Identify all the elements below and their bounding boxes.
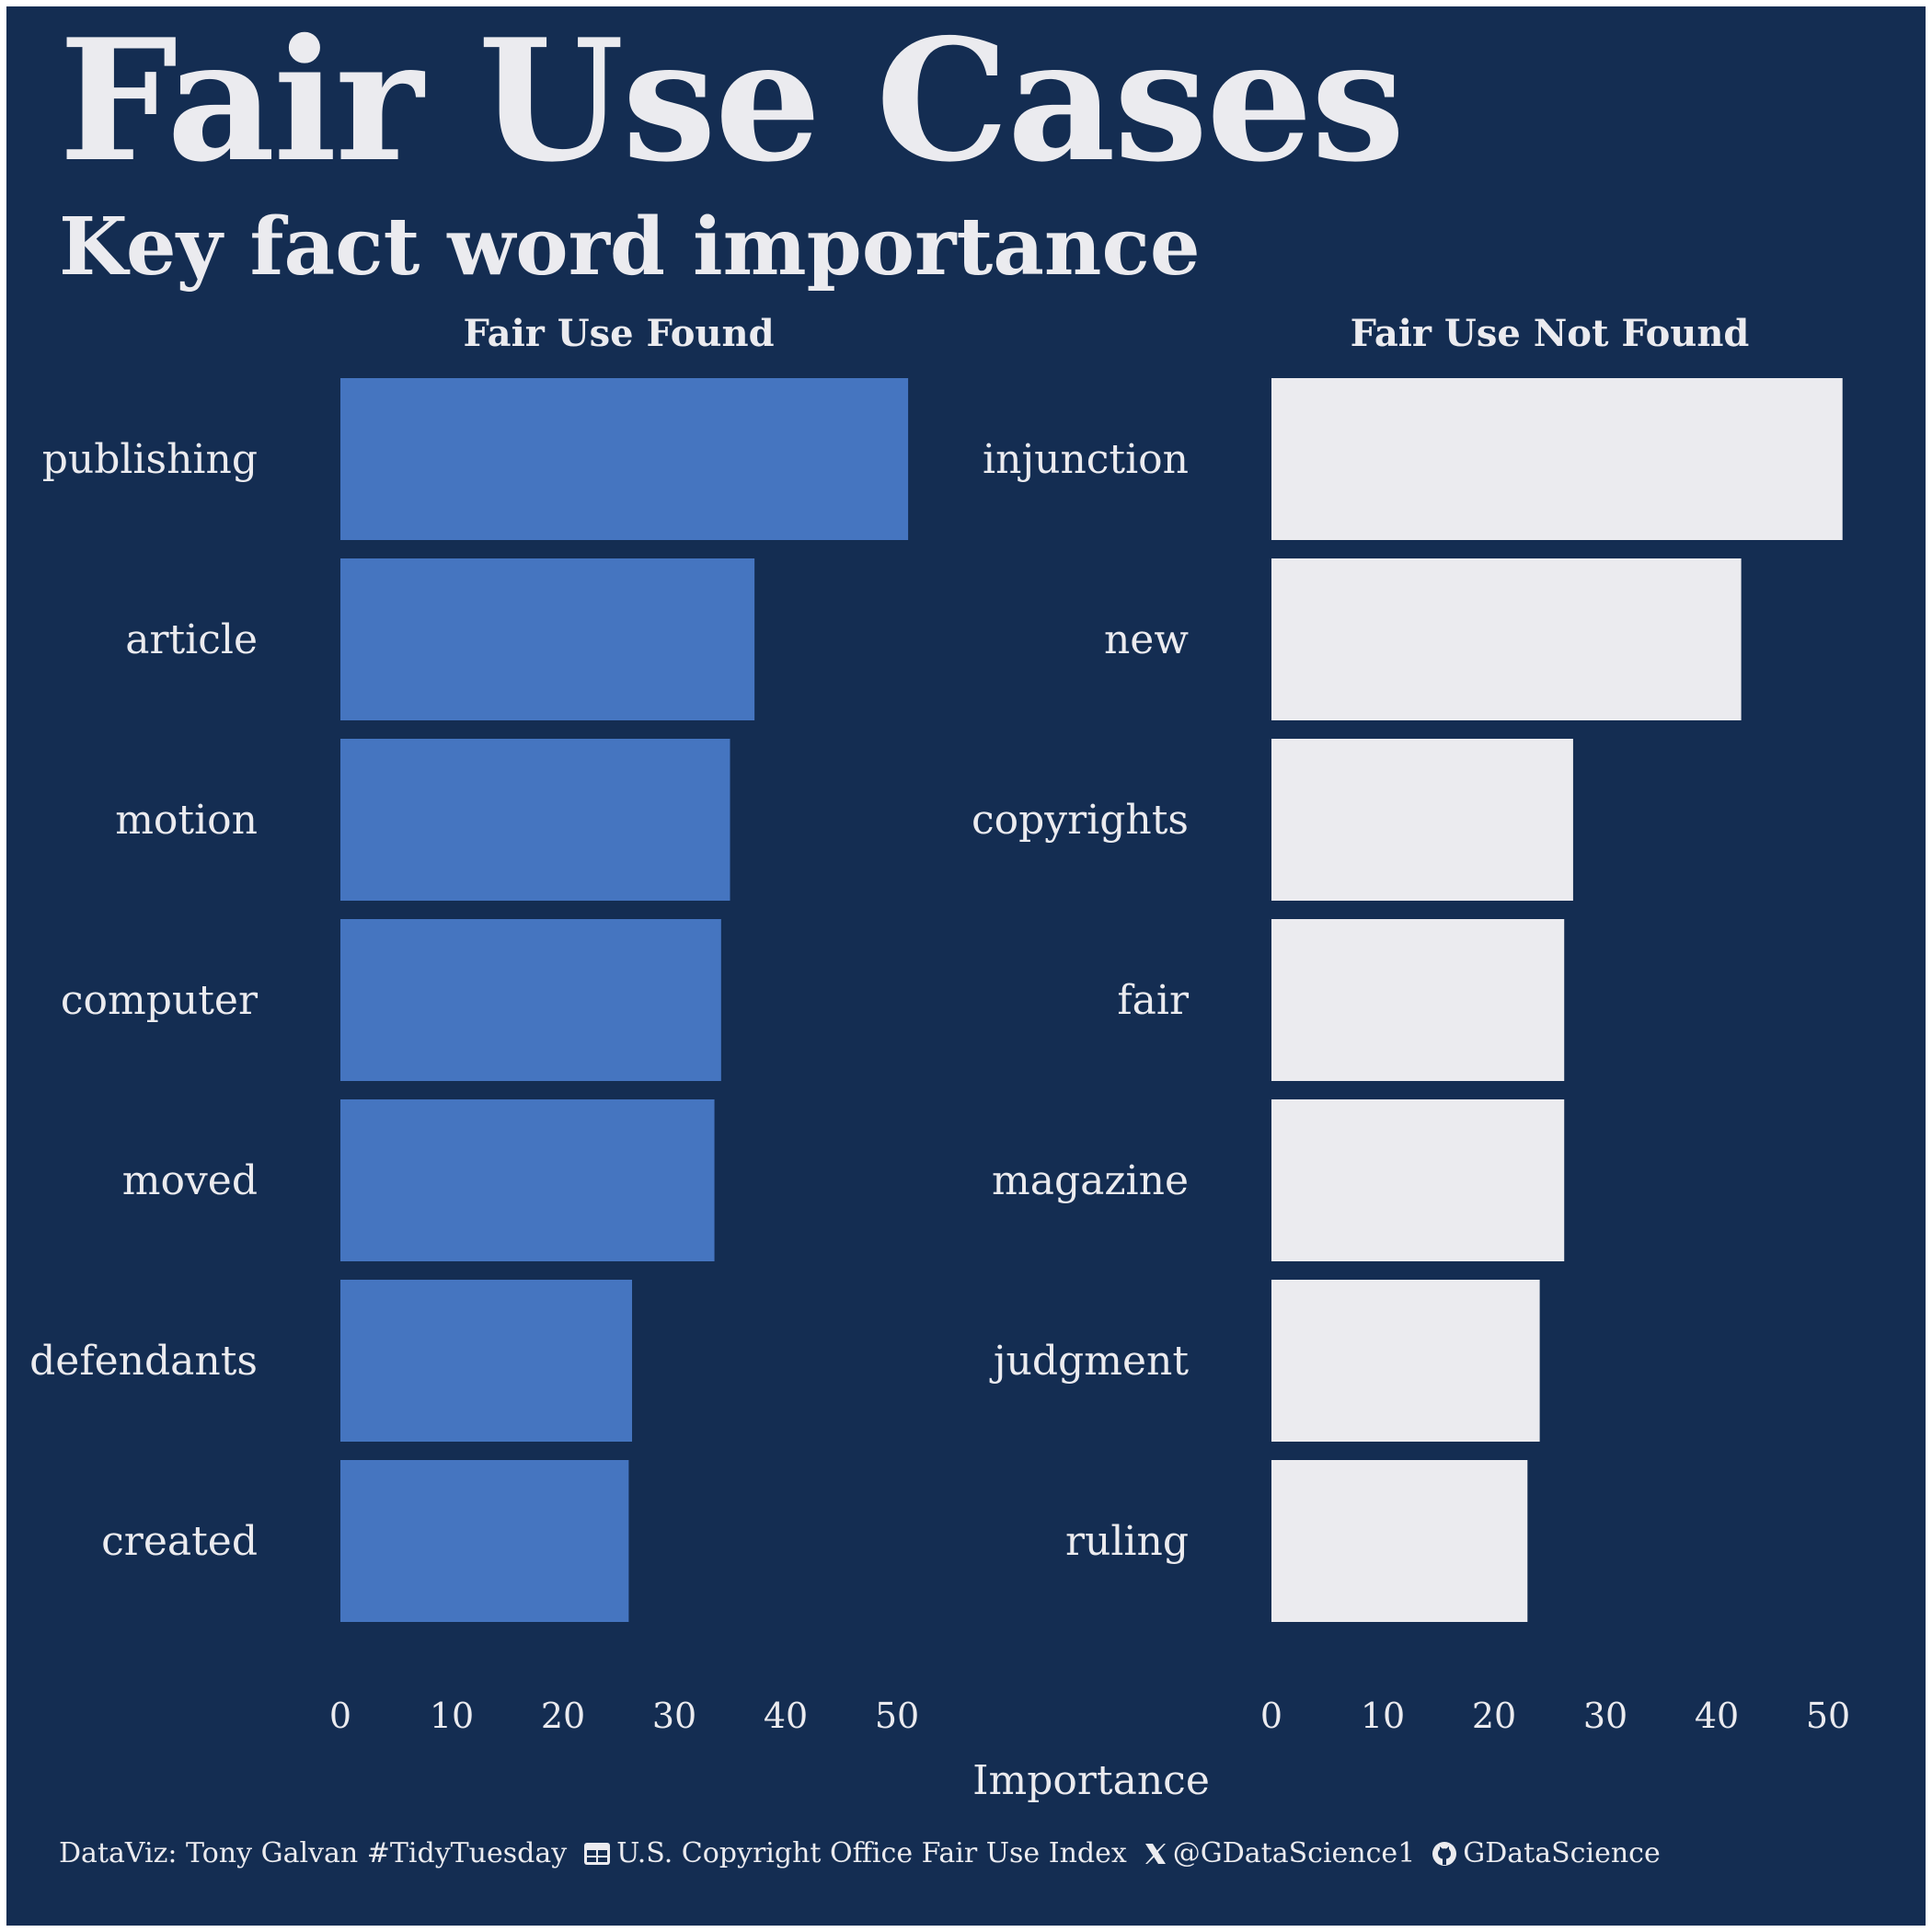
bar-ruling: [1271, 1460, 1528, 1622]
category-label-moved: moved: [122, 1157, 258, 1204]
category-label-fair: fair: [1117, 977, 1190, 1024]
category-label-computer: computer: [61, 977, 259, 1024]
facet-title-not-found: Fair Use Not Found: [1351, 312, 1750, 355]
bar-moved: [340, 1099, 715, 1261]
bar-fair: [1271, 919, 1565, 1081]
caption-twitter: @GDataScience1: [1172, 1837, 1416, 1869]
facet-title-found: Fair Use Found: [463, 312, 774, 355]
caption-source: U.S. Copyright Office Fair Use Index: [616, 1837, 1127, 1869]
bar-article: [340, 558, 755, 720]
caption-credit: DataViz: Tony Galvan #TidyTuesday: [59, 1837, 568, 1869]
bar-judgment: [1271, 1280, 1540, 1442]
x-logo-icon: [1144, 1842, 1167, 1866]
github-icon: [1432, 1841, 1457, 1867]
bar-copyrights: [1271, 739, 1573, 901]
category-label-judgment: judgment: [989, 1338, 1189, 1385]
x-tick-label: 0: [329, 1696, 351, 1736]
bar-defendants: [340, 1280, 633, 1442]
x-tick-label: 0: [1260, 1696, 1282, 1736]
x-tick-label: 30: [652, 1696, 696, 1736]
category-label-ruling: ruling: [1065, 1518, 1189, 1565]
category-label-injunction: injunction: [983, 436, 1189, 483]
category-label-magazine: magazine: [992, 1157, 1189, 1204]
category-label-new: new: [1104, 616, 1189, 663]
category-label-created: created: [101, 1518, 258, 1565]
x-tick-label: 50: [875, 1696, 919, 1736]
x-tick-label: 30: [1583, 1696, 1627, 1736]
x-tick-label: 10: [1361, 1696, 1405, 1736]
chart-subtitle: Key fact word importance: [59, 201, 1201, 293]
x-tick-label: 40: [1695, 1696, 1739, 1736]
bar-created: [340, 1460, 629, 1622]
caption-github: GDataScience: [1463, 1837, 1661, 1869]
category-label-defendants: defendants: [29, 1338, 258, 1385]
x-tick-label: 50: [1806, 1696, 1850, 1736]
bar-injunction: [1271, 378, 1843, 540]
category-label-copyrights: copyrights: [972, 797, 1189, 844]
bar-publishing: [340, 378, 909, 540]
category-label-publishing: publishing: [42, 436, 258, 483]
bar-new: [1271, 558, 1742, 720]
category-label-article: article: [125, 616, 258, 663]
category-label-motion: motion: [115, 797, 258, 844]
x-tick-label: 20: [1472, 1696, 1516, 1736]
bar-computer: [340, 919, 721, 1081]
x-tick-label: 10: [430, 1696, 474, 1736]
x-tick-label: 40: [764, 1696, 808, 1736]
chart-title: Fair Use Cases: [59, 2, 1405, 199]
chart-background: [6, 6, 1926, 1926]
x-tick-label: 20: [541, 1696, 585, 1736]
bar-motion: [340, 739, 730, 901]
bar-magazine: [1271, 1099, 1565, 1261]
caption: DataViz: Tony Galvan #TidyTuesday U.S. C…: [59, 1836, 1661, 1871]
table-icon: [583, 1842, 611, 1866]
x-axis-title: Importance: [972, 1757, 1210, 1804]
